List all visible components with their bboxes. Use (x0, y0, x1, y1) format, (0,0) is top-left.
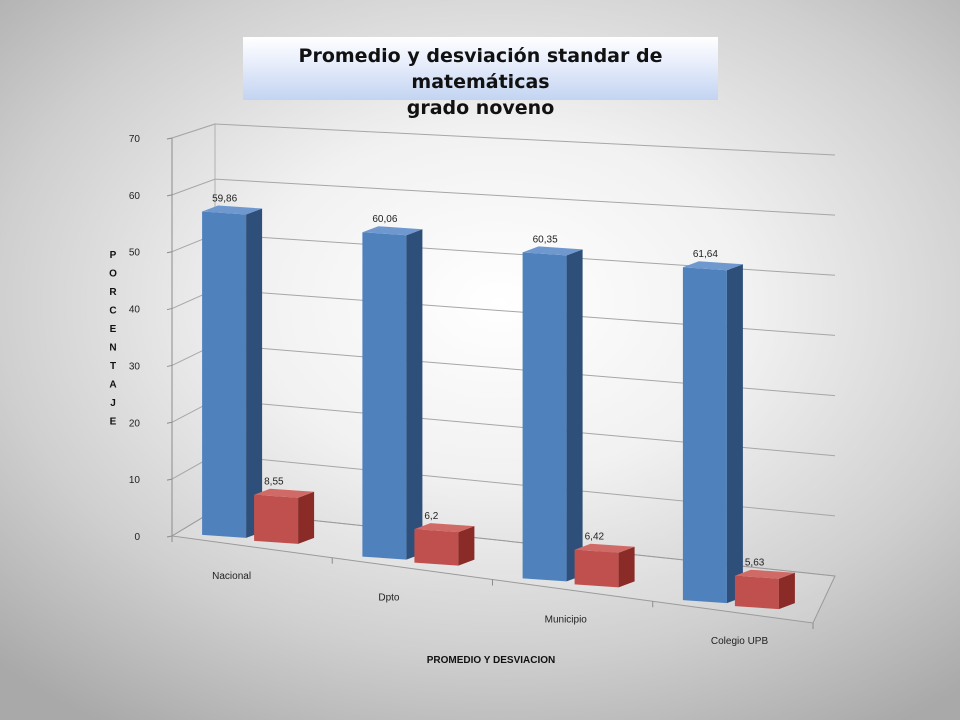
y-tick-label: 70 (129, 134, 141, 145)
y-tick-mark (166, 194, 173, 197)
chart-floor (170, 509, 836, 629)
bar-desviacion-dpto (414, 523, 475, 566)
bar-side (246, 208, 263, 538)
chart-subtitle: grado noveno (406, 97, 555, 119)
y-tick-mark (166, 421, 173, 424)
gridline (171, 123, 836, 156)
bar-side (778, 572, 795, 610)
bar-side (726, 264, 743, 604)
bar-front (682, 267, 727, 604)
bar-side (298, 491, 315, 544)
y-tick-label: 30 (129, 361, 141, 372)
y-axis-ticks: 0 10 20 30 40 50 60 70 (129, 124, 216, 543)
chart-title-box: Promedio y desviación standar de matemát… (243, 37, 718, 119)
y-axis-title-letter: P (110, 250, 117, 261)
x-axis-title: PROMEDIO Y DESVIACION (427, 655, 556, 666)
y-tick-mark (166, 364, 173, 367)
category-labels: Nacional Dpto Municipio Colegio UPB (212, 571, 768, 647)
y-tick-mark (166, 137, 173, 140)
data-label: 5,63 (745, 558, 765, 569)
y-axis-title-letter: T (110, 361, 116, 372)
bar-top (362, 226, 423, 236)
bar-front (202, 211, 247, 538)
bars (202, 205, 795, 610)
data-label: 60,06 (372, 214, 397, 225)
bar-front (574, 549, 619, 588)
y-tick-label: 60 (129, 191, 141, 202)
data-labels: 59,86 8,55 60,06 6,2 60,35 6,42 61,64 5,63 (212, 194, 765, 569)
bar-top (734, 569, 795, 579)
data-label: 59,86 (212, 194, 237, 205)
bar-top (202, 205, 263, 215)
category-label: Municipio (545, 614, 588, 625)
bar-promedio-municipio (522, 246, 583, 582)
y-tick-label: 40 (129, 305, 141, 316)
bar-top (254, 488, 315, 498)
bar-side (618, 546, 635, 588)
y-axis-title-letter: N (109, 343, 116, 354)
y-tick-label: 10 (129, 475, 141, 486)
data-label: 61,64 (693, 249, 718, 260)
bar-front (254, 494, 299, 544)
bar-front (522, 252, 567, 582)
y-tick-label: 50 (129, 248, 141, 259)
bar-top (574, 543, 635, 553)
category-label: Nacional (212, 571, 251, 582)
y-axis-title-letter: E (110, 324, 117, 335)
bar-side (566, 249, 583, 582)
gridline (171, 178, 836, 216)
y-axis-title-letter: C (109, 306, 116, 317)
floor-plane (170, 509, 836, 624)
bar-side (406, 229, 423, 560)
bar-top (682, 261, 743, 271)
category-label: Dpto (378, 593, 400, 604)
bar-promedio-dpto (362, 226, 423, 560)
y-tick-label: 20 (129, 418, 141, 429)
y-axis-title-letter: A (109, 380, 116, 391)
bar-front (414, 529, 459, 566)
y-axis-title-letter: R (109, 287, 117, 298)
bar-top (414, 523, 475, 533)
data-label: 6,42 (585, 532, 605, 543)
y-axis-title-letter: J (110, 398, 116, 409)
bar-desviacion-nacional (254, 488, 315, 544)
bar-front (362, 232, 407, 560)
y-tick-mark (166, 478, 173, 481)
chart-title: Promedio y desviación standar de matemát… (298, 45, 663, 93)
data-label: 8,55 (264, 477, 284, 488)
category-label: Colegio UPB (711, 636, 769, 647)
bar-front (734, 575, 779, 610)
bar-promedio-colegio-upb (682, 261, 743, 604)
data-label: 60,35 (533, 234, 558, 245)
y-axis-title-letter: E (110, 417, 117, 428)
bar-desviacion-colegio-upb (734, 569, 795, 610)
bar-top (522, 246, 583, 256)
data-label: 6,2 (424, 511, 438, 522)
bar-desviacion-municipio (574, 543, 635, 588)
y-tick-label: 0 (134, 532, 140, 543)
y-tick-mark (166, 308, 173, 311)
bar-promedio-nacional (202, 205, 263, 538)
bar-side (458, 526, 475, 566)
y-tick-mark (166, 251, 173, 254)
y-axis-title-letter: O (109, 269, 117, 280)
